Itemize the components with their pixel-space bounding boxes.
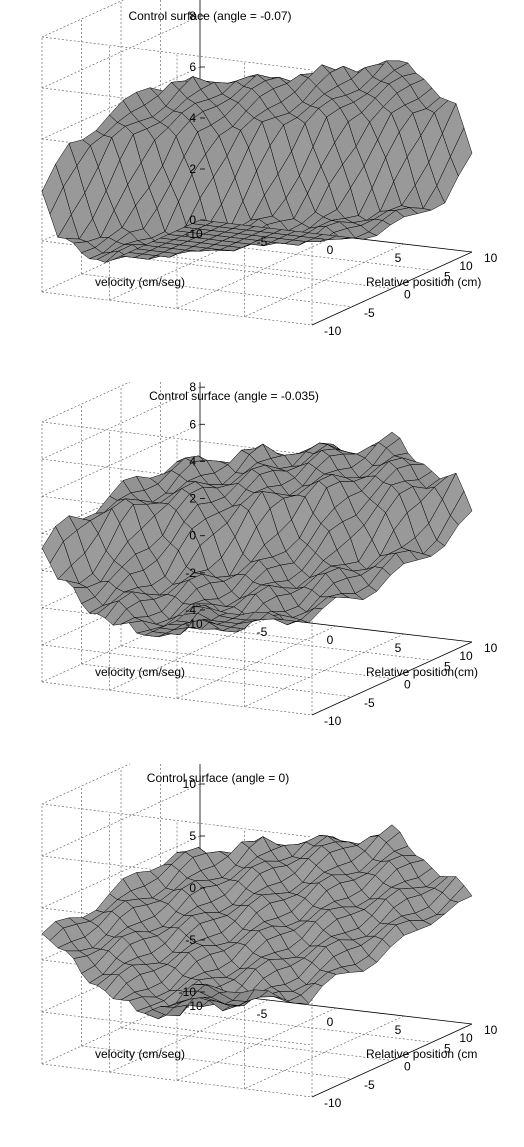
x-tick-label: 5 [395, 1023, 402, 1037]
z-tick-label: 4 [189, 111, 196, 125]
x-axis-label: velocity (cm/seg) [95, 665, 185, 679]
y-tick-label: 5 [444, 269, 451, 283]
chart-panel-2: Control surface (angle = -0.035) -4 -2 0 2 4 6… [0, 382, 524, 764]
x-tick-label: 10 [459, 259, 473, 273]
x-tick-label: 5 [395, 251, 402, 265]
y-axis-label: Relative position (cm) [366, 275, 481, 289]
x-tick-label: -5 [257, 625, 268, 639]
surface-patch [450, 127, 473, 177]
y-tick-label: -10 [324, 714, 342, 728]
z-tick-label: 0 [189, 213, 196, 227]
y-tick-label: -5 [364, 696, 375, 710]
y-tick-label: 5 [444, 659, 451, 673]
x-axis-label: velocity (cm/seg) [95, 1047, 185, 1061]
y-axis-label: Relative position (cm [366, 1047, 477, 1061]
x-tick-label: -5 [257, 1007, 268, 1021]
x-tick-label: 0 [327, 1015, 334, 1029]
x-tick-label: -10 [185, 227, 203, 241]
x-tick-label: 0 [327, 243, 334, 257]
y-tick-label: 10 [484, 251, 498, 265]
y-tick-label: 0 [404, 288, 411, 302]
x-tick-label: -10 [185, 999, 203, 1013]
control-surface [41, 431, 473, 638]
z-tick-label: -2 [185, 566, 196, 580]
y-tick-label: 0 [404, 678, 411, 692]
y-tick-label: 5 [444, 1041, 451, 1055]
z-tick-label: 8 [189, 382, 196, 394]
z-tick-label: 2 [189, 492, 196, 506]
x-axis-label: velocity (cm/seg) [95, 275, 185, 289]
z-tick-label: -4 [185, 603, 196, 617]
y-tick-label: -5 [364, 306, 375, 320]
z-tick-label: -5 [185, 933, 196, 947]
chart-panel-1: Control surface (angle = -0.07) 0 2 4 6 8 -10 -… [0, 0, 524, 382]
surface-chart-1: Control surface (angle = -0.07) 0 2 4 6 8 -10 -… [41, 0, 498, 338]
x-tick-label: -10 [185, 617, 203, 631]
y-tick-label: 10 [484, 641, 498, 655]
x-tick-label: -5 [257, 235, 268, 249]
chart-panel-3: Control surface (angle = 0) -10 -5 0 5 10 -10-… [0, 764, 524, 1147]
z-tick-label: 2 [189, 162, 196, 176]
surface-chart-3: Control surface (angle = 0)-10-50510-10-… [41, 764, 498, 1110]
chart-title: Control surface (angle = -0.035) [149, 389, 319, 403]
y-tick-label: -5 [364, 1078, 375, 1092]
z-tick-label: 8 [189, 9, 196, 23]
surface-patch [449, 885, 473, 903]
x-tick-label: 10 [459, 1031, 473, 1045]
z-tick-label: 10 [183, 777, 197, 791]
z-tick-label: 5 [189, 829, 196, 843]
z-tick-label: 4 [189, 454, 196, 468]
y-tick-label: 10 [484, 1023, 498, 1037]
y-axis-label: Relative position(cm) [366, 665, 478, 679]
chart-title: Control surface (angle = 0) [147, 771, 289, 785]
y-tick-label: -10 [324, 324, 342, 338]
z-tick-label: 6 [189, 60, 196, 74]
x-tick-label: 10 [459, 649, 473, 663]
x-tick-label: 5 [395, 641, 402, 655]
chart-title: Control surface (angle = -0.07) [128, 9, 291, 23]
y-tick-label: 0 [404, 1060, 411, 1074]
x-tick-label: 0 [327, 633, 334, 647]
control-surface [41, 824, 473, 1020]
y-tick-label: -10 [324, 1096, 342, 1110]
surface-chart-2: Control surface (angle = -0.035) -4 -2 0 2 4 6… [41, 382, 498, 728]
z-tick-label: -10 [179, 985, 197, 999]
z-tick-label: 6 [189, 417, 196, 431]
z-tick-label: 0 [189, 529, 196, 543]
surface-patch [450, 490, 473, 526]
control-surface [41, 60, 473, 263]
z-tick-label: 0 [189, 881, 196, 895]
